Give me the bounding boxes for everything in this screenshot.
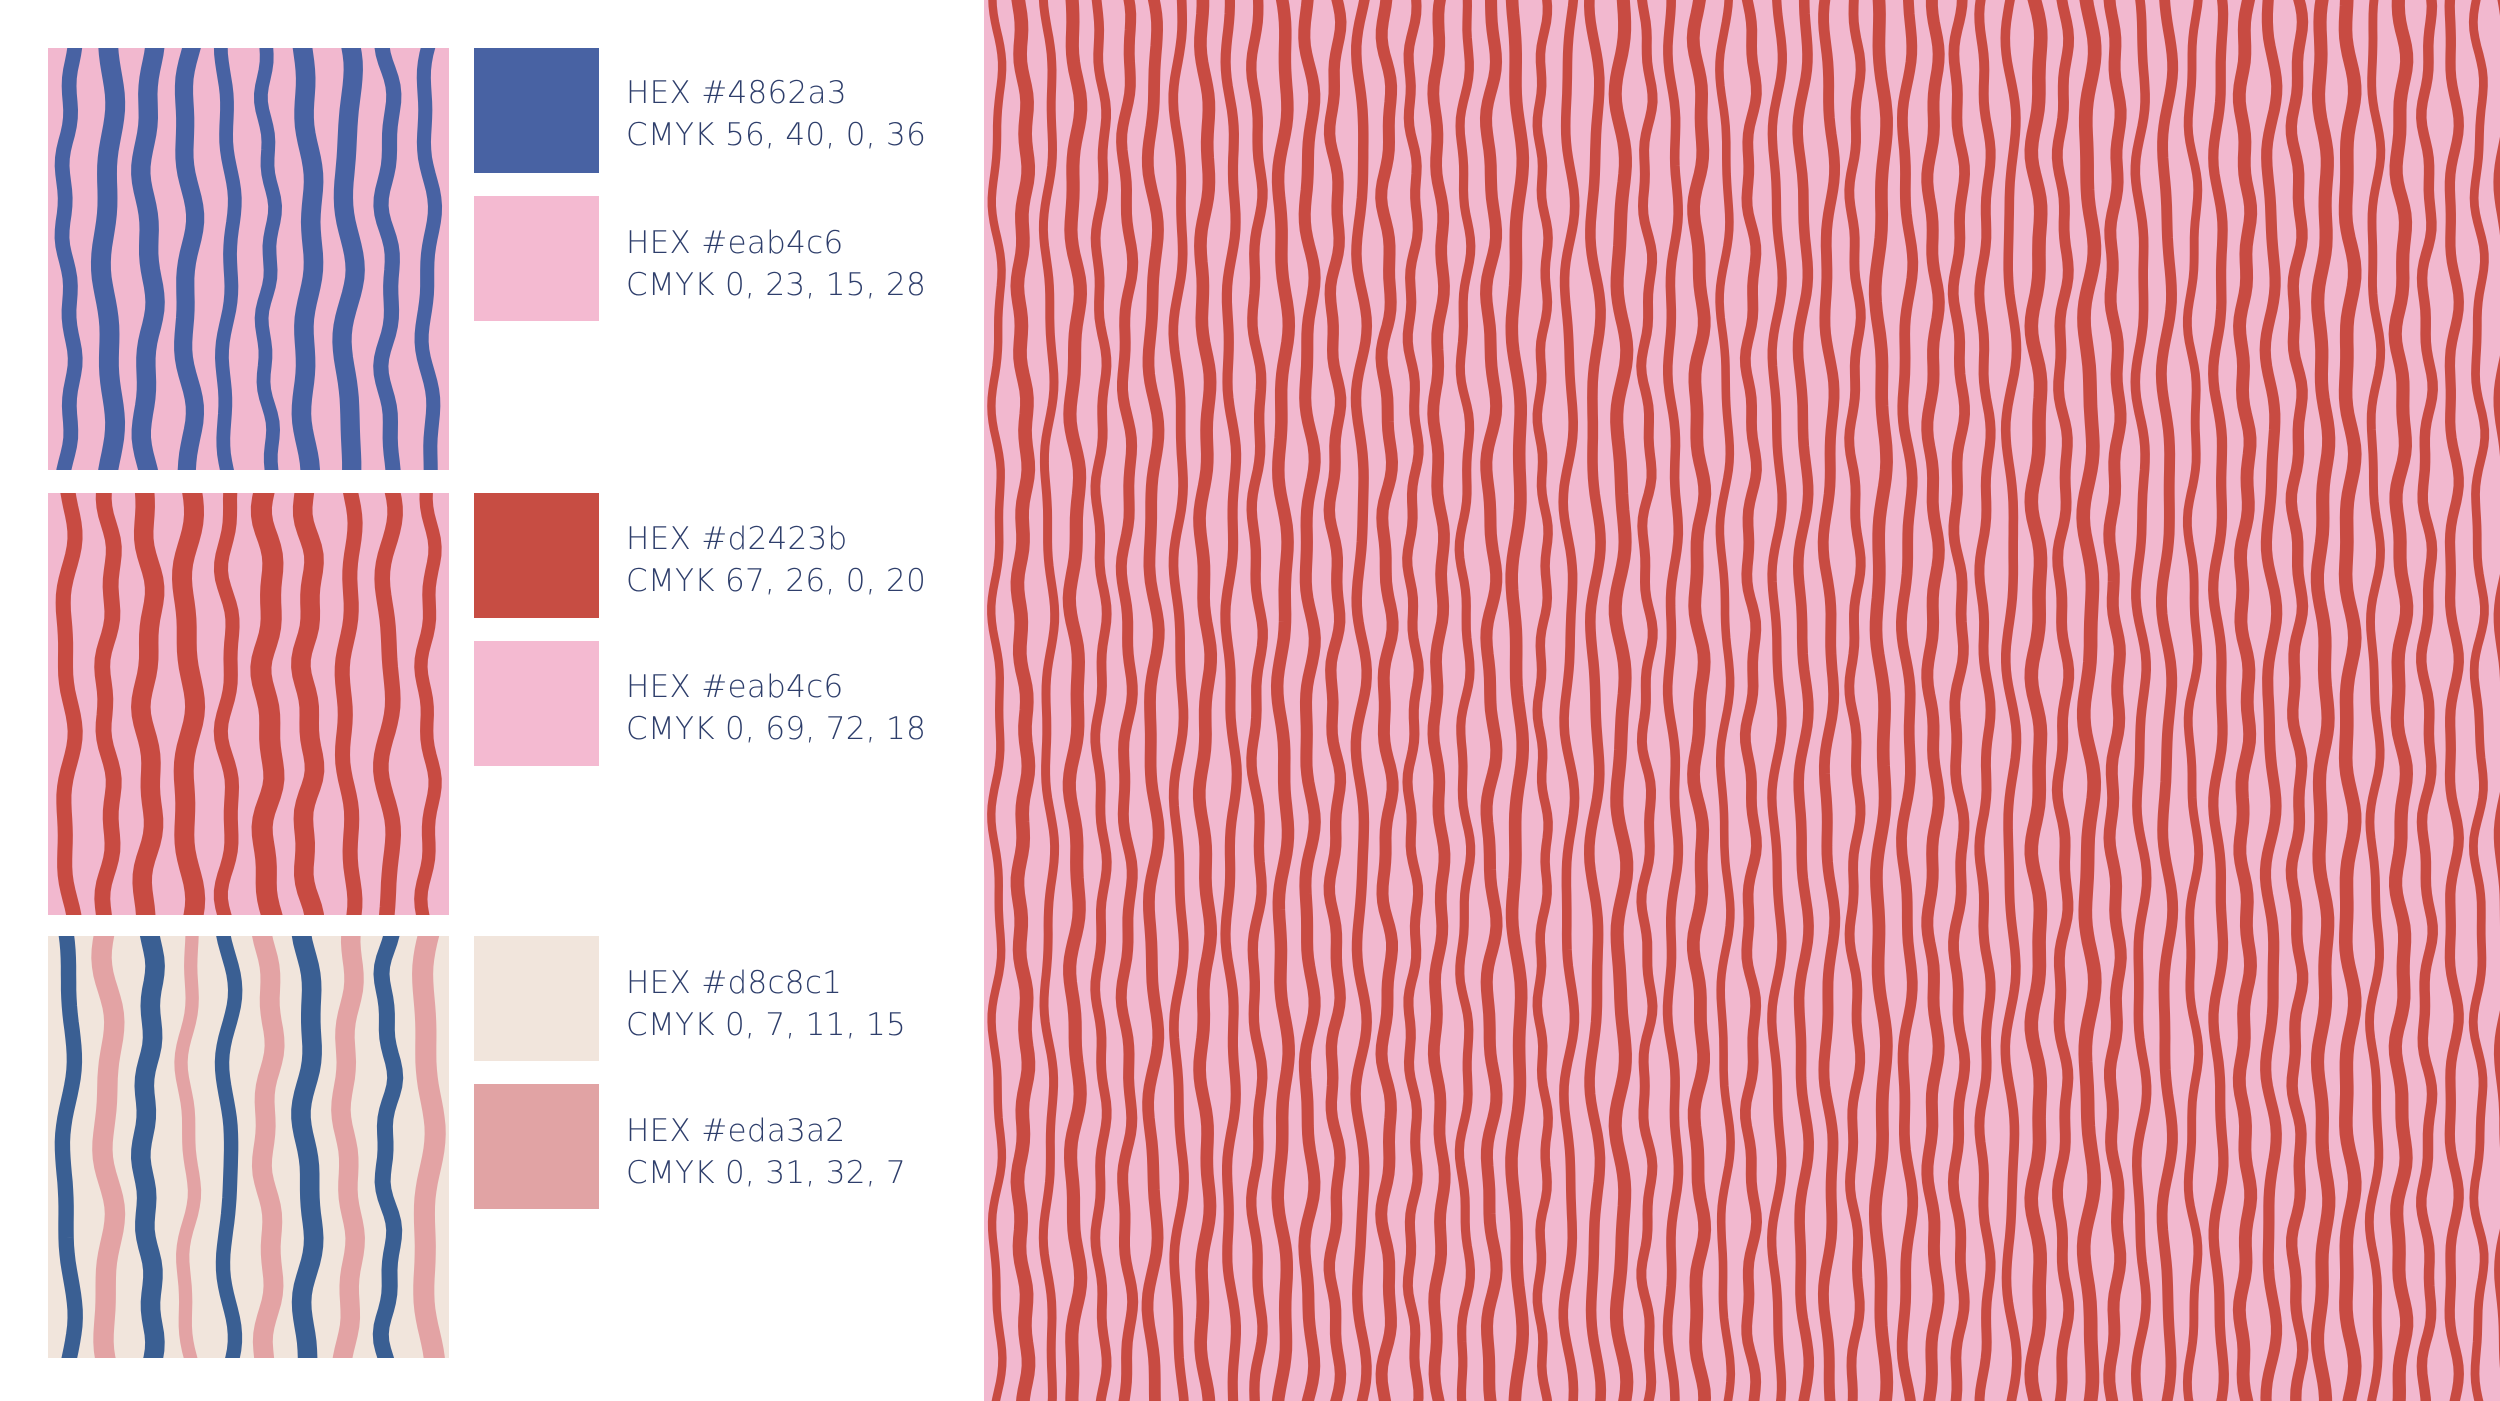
- color-chip-cream: [474, 936, 599, 1061]
- color-code-blue: HEX #4862a3 CMYK 56, 40, 0, 36: [626, 72, 986, 156]
- hex-code: HEX #4862a3: [626, 75, 847, 111]
- color-chip-rose: [474, 1084, 599, 1209]
- color-code-pink: HEX #eab4c6 CMYK 0, 69, 72, 18: [626, 666, 986, 750]
- cmyk-code: CMYK 0, 69, 72, 18: [626, 711, 927, 747]
- hex-code: HEX #d8c8c1: [626, 965, 843, 1001]
- color-chip-pink: [474, 196, 599, 321]
- color-chip-blue: [474, 48, 599, 173]
- color-chip-pink: [474, 641, 599, 766]
- color-code-red: HEX #d2423b CMYK 67, 26, 0, 20: [626, 518, 986, 602]
- pattern-preview: [984, 0, 2500, 1401]
- hex-code: HEX #eab4c6: [626, 225, 844, 261]
- pattern-tile-navy-rose-cream: [48, 936, 449, 1358]
- pattern-tile-red-pink: [48, 493, 449, 915]
- hex-code: HEX #eab4c6: [626, 669, 844, 705]
- cmyk-code: CMYK 67, 26, 0, 20: [626, 563, 927, 599]
- pattern-tile-blue-pink: [48, 48, 449, 470]
- hex-code: HEX #eda3a2: [626, 1113, 846, 1149]
- cmyk-code: CMYK 0, 7, 11, 15: [626, 1007, 907, 1043]
- color-code-cream: HEX #d8c8c1 CMYK 0, 7, 11, 15: [626, 962, 986, 1046]
- hex-code: HEX #d2423b: [626, 521, 848, 557]
- color-code-pink: HEX #eab4c6 CMYK 0, 23, 15, 28: [626, 222, 986, 306]
- color-code-rose: HEX #eda3a2 CMYK 0, 31, 32, 7: [626, 1110, 986, 1194]
- cmyk-code: CMYK 0, 31, 32, 7: [626, 1155, 907, 1191]
- cmyk-code: CMYK 56, 40, 0, 36: [626, 117, 927, 153]
- color-chip-red: [474, 493, 599, 618]
- cmyk-code: CMYK 0, 23, 15, 28: [626, 267, 927, 303]
